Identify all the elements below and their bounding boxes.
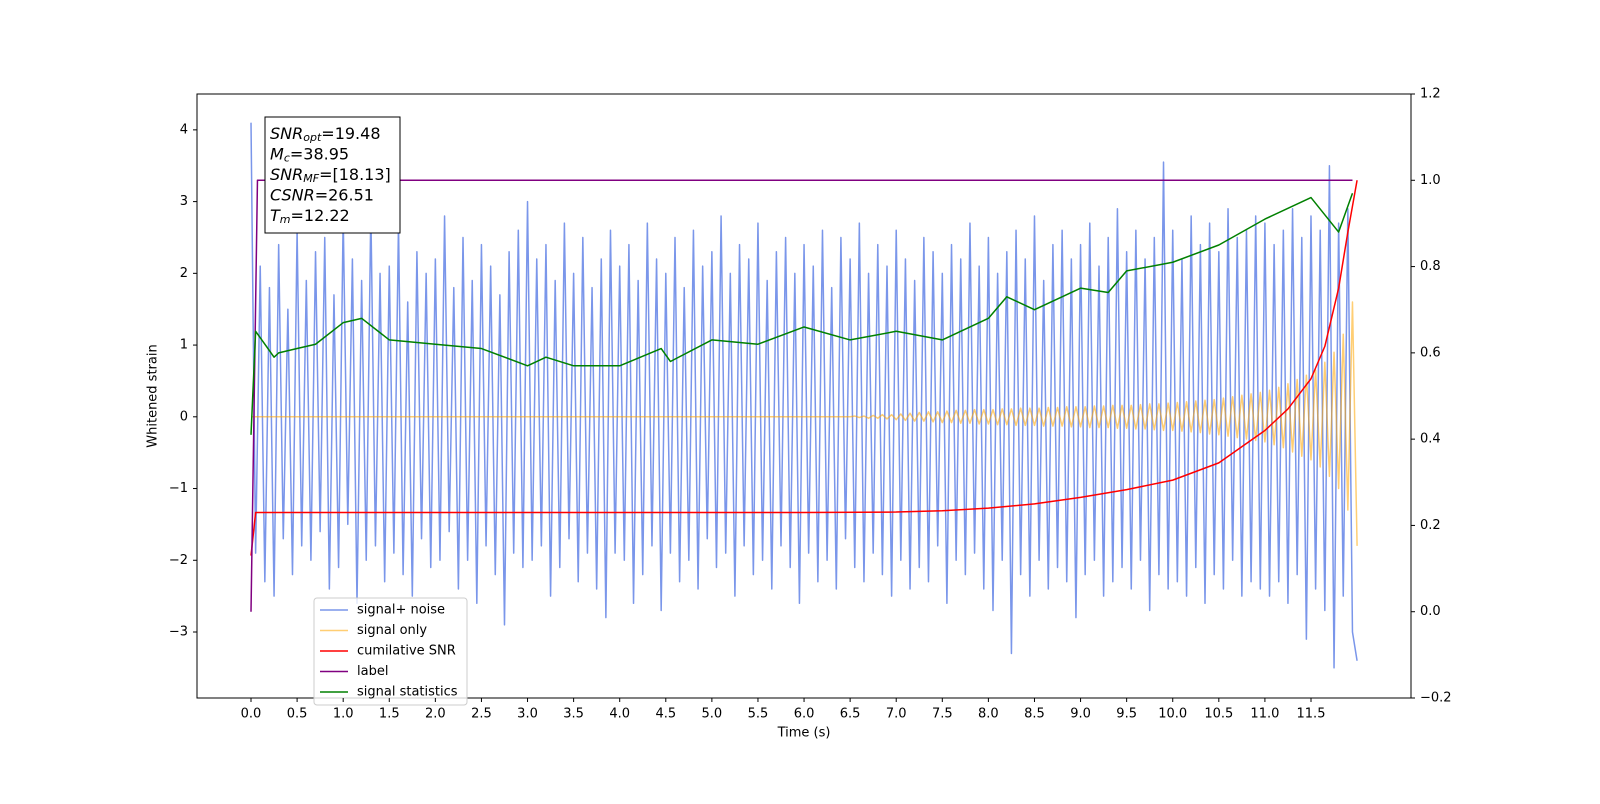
x-tick-label: 4.0	[609, 707, 630, 722]
x-axis-label: Time (s)	[777, 726, 831, 741]
x-tick-label: 7.0	[886, 707, 907, 722]
y-tick-label: 4	[180, 122, 188, 137]
annotation-subscript: MF	[303, 172, 319, 185]
x-tick-label: 6.5	[840, 707, 861, 722]
annotation-symbol: SNR	[270, 165, 303, 184]
annotation-line: SNRopt=19.48	[270, 124, 381, 145]
legend-label: label	[357, 664, 388, 679]
x-tick-label: 2.5	[471, 707, 492, 722]
x-tick-label: 6.0	[794, 707, 815, 722]
y2-tick-label: −0.2	[1420, 691, 1452, 706]
x-tick-label: 8.0	[978, 707, 999, 722]
annotation-symbol: M	[270, 144, 284, 163]
legend-label: signal only	[357, 623, 427, 638]
y2-tick-label: 1.2	[1420, 87, 1441, 102]
y-tick-label: −2	[169, 553, 188, 568]
annotation-line: CSNR=26.51	[270, 185, 374, 204]
x-tick-label: 11.5	[1297, 707, 1326, 722]
y2-tick-label: 1.0	[1420, 173, 1441, 188]
annotation-line: Mc=38.95	[270, 144, 349, 165]
annotation-value: =19.48	[321, 124, 380, 143]
annotation-subscript: opt	[303, 131, 322, 144]
annotation-value: =12.22	[291, 206, 350, 225]
x-tick-label: 8.5	[1024, 707, 1045, 722]
x-tick-label: 9.5	[1116, 707, 1137, 722]
legend: signal+ noise signal only cumilative SNR la…	[313, 597, 468, 706]
x-tick-label: 5.0	[702, 707, 723, 722]
legend-label: signal+ noise	[357, 603, 445, 618]
y-axis-label: Whitened strain	[146, 344, 161, 447]
annotation-symbol: SNR	[270, 124, 303, 143]
annotation-box: SNRopt=19.48Mc=38.95SNRMF=[18.13]CSNR=26…	[264, 116, 401, 234]
y-tick-label: 2	[180, 266, 188, 281]
y-tick-label: −3	[169, 625, 188, 640]
annotation-line: SNRMF=[18.13]	[270, 165, 391, 186]
y-tick-label: 0	[180, 409, 188, 424]
y2-tick-label: 0.4	[1420, 432, 1441, 447]
x-tick-label: 0.0	[241, 707, 262, 722]
annotation-subscript: c	[284, 152, 290, 165]
y-tick-label: 3	[180, 194, 188, 209]
x-tick-label: 3.5	[563, 707, 584, 722]
legend-frame	[313, 597, 468, 706]
x-tick-label: 1.5	[379, 707, 400, 722]
series-line	[250, 122, 1358, 669]
annotation-value: =26.51	[315, 185, 374, 204]
x-tick-label: 10.5	[1204, 707, 1233, 722]
y2-tick-label: 0.2	[1420, 518, 1441, 533]
annotation-frame	[264, 116, 401, 234]
x-tick-label: 7.5	[932, 707, 953, 722]
series-line	[250, 192, 1354, 435]
annotation-value: =38.95	[290, 144, 349, 163]
x-tick-label: 9.0	[1070, 707, 1091, 722]
x-tick-label: 4.5	[655, 707, 676, 722]
annotation-symbol: CSNR	[270, 185, 315, 204]
series-line	[250, 180, 1358, 556]
x-tick-label: 1.0	[333, 707, 354, 722]
annotation-symbol: T	[270, 206, 281, 225]
x-tick-label: 11.0	[1250, 707, 1279, 722]
y-tick-label: −1	[169, 481, 188, 496]
plot-lines	[250, 122, 1358, 669]
annotation-line: Tm=12.22	[270, 206, 350, 227]
y2-tick-label: 0.0	[1420, 604, 1441, 619]
x-tick-label: 10.0	[1158, 707, 1187, 722]
x-tick-label: 5.5	[748, 707, 769, 722]
x-tick-label: 2.0	[425, 707, 446, 722]
legend-label: cumilative SNR	[357, 644, 456, 659]
y-tick-label: 1	[180, 338, 188, 353]
x-tick-label: 0.5	[287, 707, 308, 722]
y2-tick-label: 0.8	[1420, 259, 1441, 274]
annotation-value: =[18.13]	[319, 165, 391, 184]
annotation-subscript: m	[280, 213, 291, 226]
series-line	[251, 301, 1358, 546]
x-tick-label: 3.0	[517, 707, 538, 722]
y2-tick-label: 0.6	[1420, 345, 1441, 360]
series-line	[250, 179, 1353, 612]
legend-label: signal statistics	[357, 685, 458, 700]
